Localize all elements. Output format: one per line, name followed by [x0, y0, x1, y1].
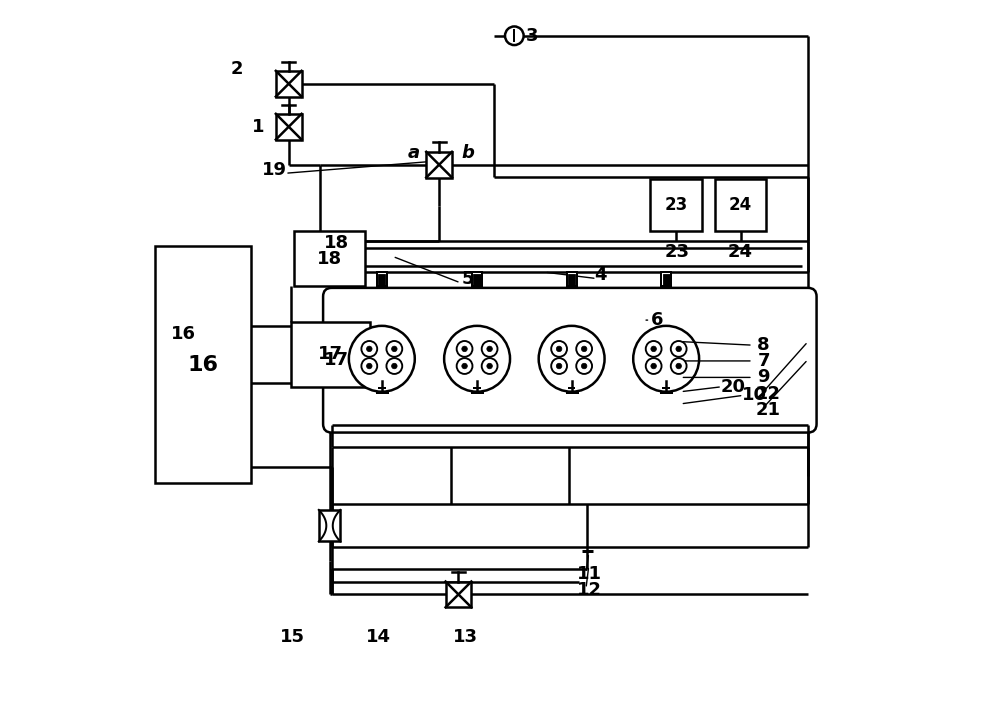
Circle shape	[361, 341, 377, 357]
Bar	[650, 179, 702, 231]
Circle shape	[671, 341, 687, 357]
Text: 17: 17	[318, 346, 343, 364]
Text: 1: 1	[252, 118, 264, 136]
Text: 20: 20	[720, 377, 745, 395]
Circle shape	[444, 326, 510, 392]
Circle shape	[367, 346, 372, 352]
Text: 12: 12	[577, 581, 602, 599]
Circle shape	[651, 363, 656, 369]
Bar	[473, 273, 481, 285]
Circle shape	[539, 326, 605, 392]
Circle shape	[671, 358, 687, 374]
Text: 14: 14	[366, 628, 391, 646]
Bar	[567, 272, 577, 286]
Circle shape	[651, 346, 656, 352]
Circle shape	[633, 326, 699, 392]
Bar	[377, 272, 387, 286]
Circle shape	[482, 341, 498, 357]
Text: 16: 16	[187, 354, 218, 375]
Bar	[472, 272, 482, 286]
Circle shape	[349, 326, 415, 392]
Text: 2: 2	[230, 60, 243, 78]
Circle shape	[576, 341, 592, 357]
Text: 18: 18	[317, 249, 342, 267]
Text: b: b	[461, 145, 474, 162]
Bar	[319, 510, 340, 541]
Bar	[276, 114, 302, 139]
Bar	[446, 582, 471, 608]
Circle shape	[581, 363, 587, 369]
Circle shape	[457, 341, 472, 357]
Text: 23: 23	[665, 196, 688, 214]
Text: 3: 3	[526, 27, 538, 45]
Circle shape	[487, 363, 492, 369]
Circle shape	[556, 363, 562, 369]
Circle shape	[392, 346, 397, 352]
Circle shape	[392, 363, 397, 369]
Circle shape	[386, 341, 402, 357]
Circle shape	[386, 358, 402, 374]
Bar	[426, 152, 452, 178]
Circle shape	[457, 358, 472, 374]
Text: 4: 4	[594, 266, 607, 284]
Text: 7: 7	[757, 352, 770, 370]
Text: 6: 6	[651, 311, 664, 329]
Circle shape	[576, 358, 592, 374]
Circle shape	[462, 363, 467, 369]
Text: 8: 8	[757, 336, 770, 354]
Circle shape	[676, 363, 681, 369]
Text: 19: 19	[262, 161, 287, 179]
Bar	[155, 247, 251, 482]
Circle shape	[551, 358, 567, 374]
Text: 13: 13	[453, 628, 478, 646]
Text: 10: 10	[742, 386, 767, 404]
Text: 24: 24	[727, 243, 752, 261]
Text: 24: 24	[729, 196, 752, 214]
Circle shape	[361, 358, 377, 374]
Text: 15: 15	[280, 628, 305, 646]
Circle shape	[505, 27, 524, 45]
Bar	[663, 273, 670, 285]
Text: 21: 21	[756, 400, 781, 418]
Text: 11: 11	[577, 565, 602, 583]
Circle shape	[482, 358, 498, 374]
Circle shape	[487, 346, 492, 352]
Bar	[715, 179, 766, 231]
Bar	[294, 231, 365, 286]
Circle shape	[556, 346, 562, 352]
Circle shape	[551, 341, 567, 357]
Text: 23: 23	[665, 243, 690, 261]
Circle shape	[462, 346, 467, 352]
Text: 17: 17	[324, 350, 349, 369]
Circle shape	[676, 346, 681, 352]
Text: 16: 16	[171, 326, 196, 344]
Circle shape	[581, 346, 587, 352]
Text: 18: 18	[324, 234, 349, 252]
Circle shape	[646, 341, 662, 357]
Bar	[568, 273, 575, 285]
Text: a: a	[408, 145, 420, 162]
Bar	[291, 322, 370, 387]
Circle shape	[646, 358, 662, 374]
Circle shape	[367, 363, 372, 369]
Text: 9: 9	[757, 368, 770, 386]
Bar	[276, 71, 302, 96]
Bar	[378, 273, 385, 285]
FancyBboxPatch shape	[323, 288, 817, 433]
Bar	[661, 272, 671, 286]
Text: 22: 22	[756, 385, 781, 403]
Text: 5: 5	[462, 270, 474, 288]
